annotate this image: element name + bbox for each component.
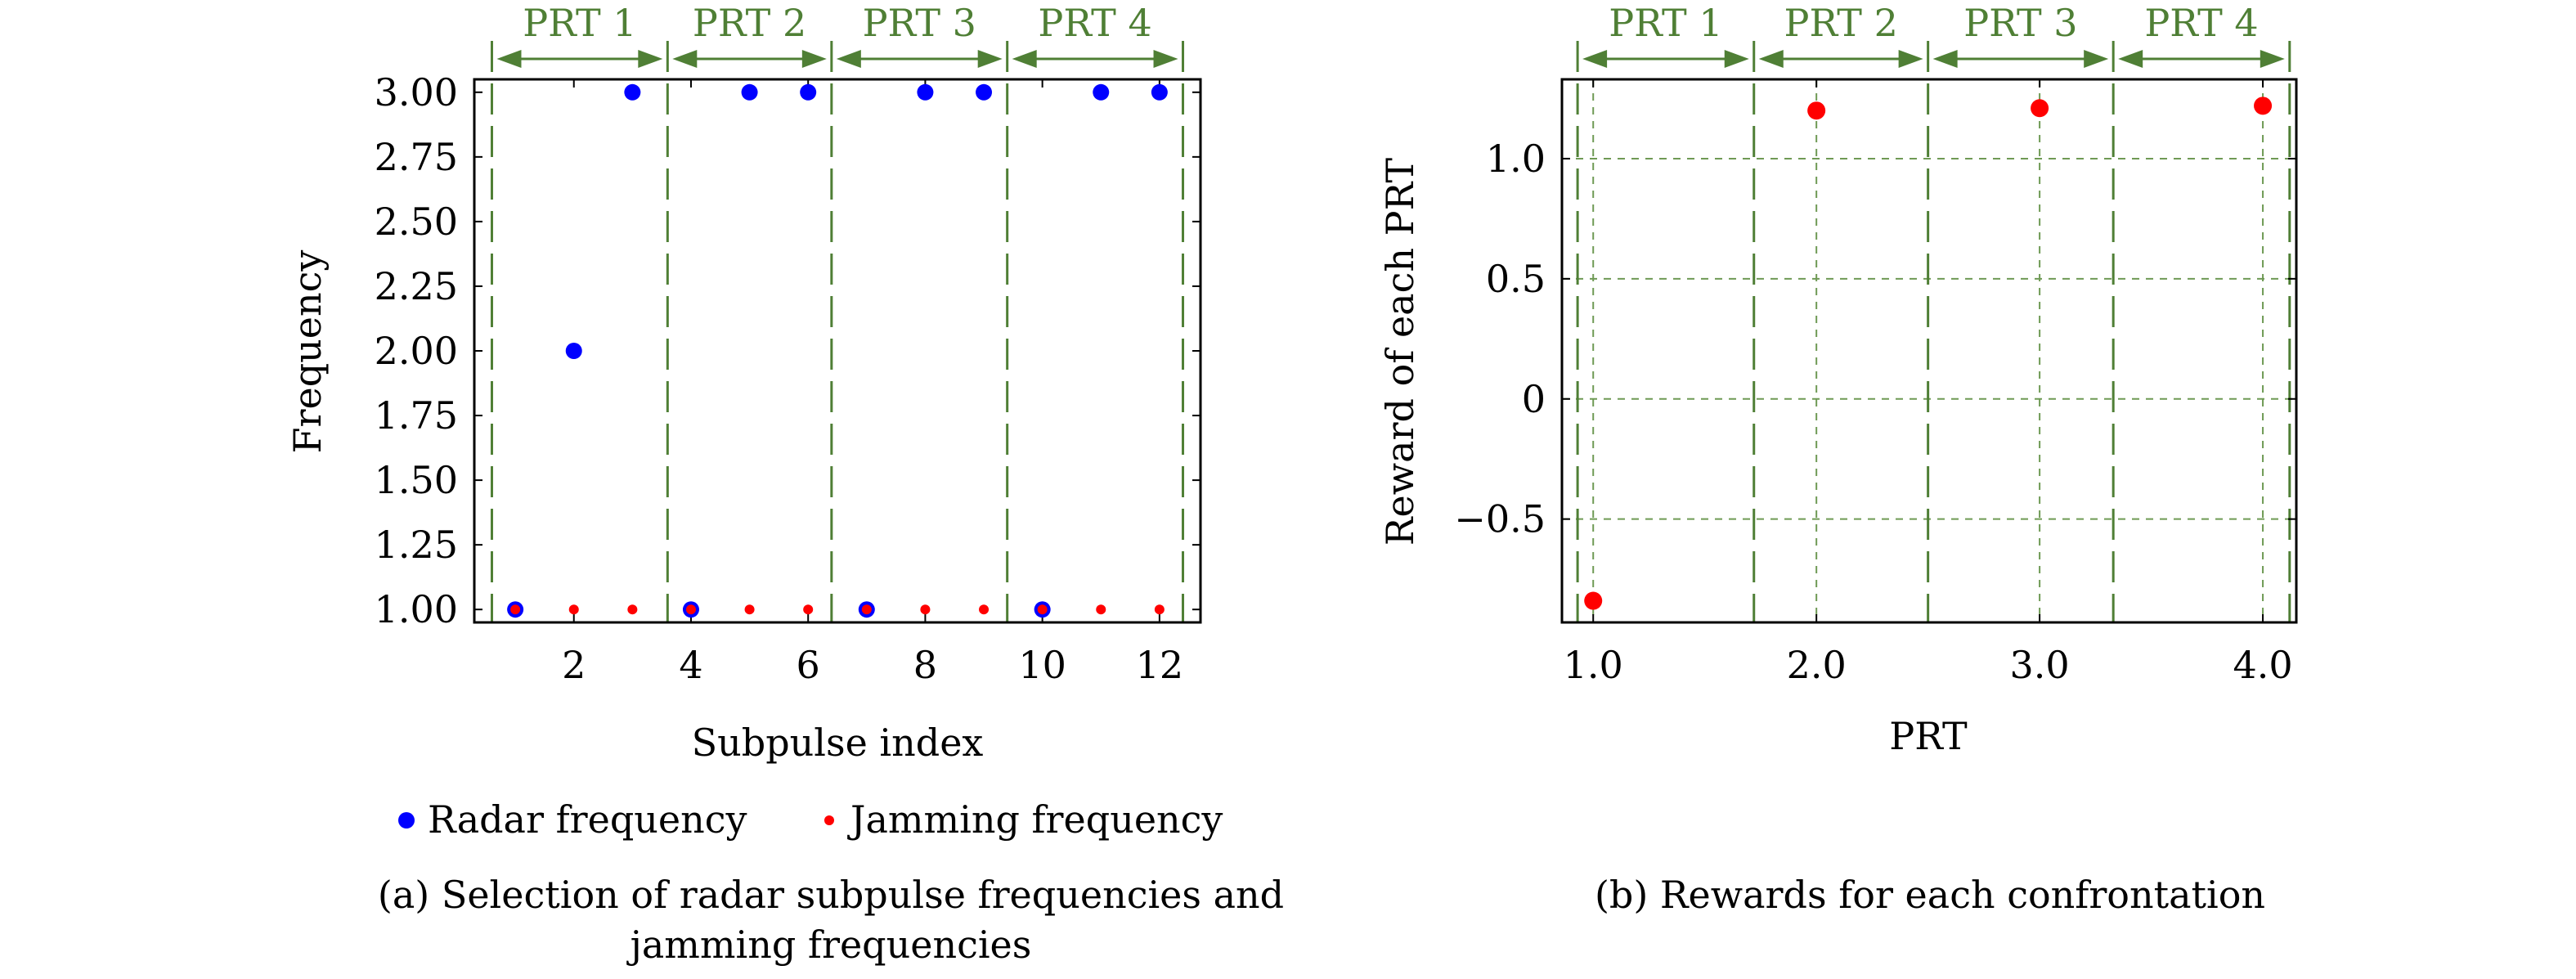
prt-arrowhead-left bbox=[1582, 50, 1608, 68]
prt-arrowhead-right bbox=[1724, 50, 1749, 68]
prt-label: PRT 2 bbox=[1784, 1, 1898, 45]
panel-a-prt-header: PRT 1 PRT 2 PRT 3 PRT 4 bbox=[496, 1, 1178, 68]
prt-arrowhead-left bbox=[1932, 50, 1958, 68]
legend-jamming-label: Jamming frequency bbox=[847, 797, 1223, 842]
panel-b-plot-frame bbox=[1560, 78, 2298, 624]
y-tick-label: 0.5 bbox=[1486, 257, 1546, 301]
panel-b-prt-header: PRT 1 PRT 2 PRT 3 PRT 4 bbox=[1582, 1, 2285, 68]
prt-arrowhead-left bbox=[496, 50, 522, 68]
panel-a-caption-line1: (a) Selection of radar subpulse frequenc… bbox=[378, 873, 1284, 917]
jamming-frequency-point bbox=[803, 604, 814, 615]
y-tick-label: −0.5 bbox=[1454, 497, 1546, 541]
y-tick-label: 1.75 bbox=[375, 393, 458, 438]
panel-a-data-points bbox=[507, 83, 1168, 618]
prt-arrowhead-left bbox=[672, 50, 698, 68]
panel-b-data-points bbox=[1584, 97, 2273, 610]
panel-a-frequency-chart: PRT 1 PRT 2 PRT 3 PRT 4 2 4 6 8 10 12 1.001.251.… bbox=[285, 1, 1284, 967]
prt-arrowhead-right bbox=[2084, 50, 2109, 68]
x-tick-label: 12 bbox=[1136, 643, 1184, 687]
reward-point bbox=[1807, 101, 1826, 120]
prt-label: PRT 1 bbox=[523, 1, 636, 45]
panel-a-x-axis: 2 4 6 8 10 12 bbox=[562, 79, 1183, 687]
panel-a-y-axis: 1.00 1.25 1.50 1.75 2.00 2.25 2.50 2.75 3.00 bbox=[375, 70, 1200, 631]
x-tick-label: 8 bbox=[913, 643, 937, 687]
x-tick-label: 4.0 bbox=[2233, 643, 2292, 687]
x-tick-label: 3.0 bbox=[2010, 643, 2070, 687]
radar-frequency-point bbox=[800, 83, 817, 101]
jamming-frequency-point bbox=[979, 604, 990, 615]
panel-a-legend: Radar frequency Jamming frequency bbox=[398, 797, 1223, 842]
x-tick-label: 4 bbox=[679, 643, 702, 687]
y-tick-label: 2.75 bbox=[375, 135, 458, 179]
prt-arrowhead-right bbox=[801, 50, 827, 68]
y-tick-label: 1.25 bbox=[375, 523, 458, 567]
prt-arrowhead-left bbox=[2118, 50, 2143, 68]
jamming-frequency-point bbox=[685, 604, 696, 615]
jamming-frequency-point bbox=[861, 604, 872, 615]
legend-radar-marker bbox=[398, 812, 415, 829]
panel-b-prt-boundaries bbox=[1576, 41, 2291, 622]
prt-arrowhead-left bbox=[1758, 50, 1784, 68]
x-tick-label: 10 bbox=[1018, 643, 1066, 687]
radar-frequency-point bbox=[565, 343, 582, 359]
panel-a-y-axis-label: Frequency bbox=[285, 250, 330, 454]
reward-point bbox=[2254, 97, 2273, 115]
jamming-frequency-point bbox=[627, 604, 638, 615]
panel-b-caption: (b) Rewards for each confrontation bbox=[1595, 873, 2265, 917]
panel-a-plot-frame bbox=[473, 78, 1202, 624]
jamming-frequency-point bbox=[1154, 604, 1165, 615]
radar-frequency-point bbox=[1151, 83, 1168, 101]
y-tick-label: 1.50 bbox=[375, 458, 458, 502]
x-tick-label: 2.0 bbox=[1787, 643, 1847, 687]
prt-label: PRT 3 bbox=[1963, 1, 2077, 45]
panel-a-prt-boundaries bbox=[490, 41, 1185, 622]
radar-frequency-point bbox=[741, 83, 758, 101]
y-tick-label: 1.00 bbox=[375, 587, 458, 631]
y-tick-label: 2.50 bbox=[375, 200, 458, 244]
prt-arrowhead-right bbox=[977, 50, 1003, 68]
y-tick-label: 0 bbox=[1522, 377, 1546, 421]
jamming-frequency-point bbox=[920, 604, 931, 615]
prt-arrowhead-right bbox=[638, 50, 663, 68]
reward-point bbox=[2031, 99, 2049, 118]
radar-frequency-point bbox=[1093, 83, 1110, 101]
jamming-frequency-point bbox=[744, 604, 755, 615]
prt-label: PRT 2 bbox=[693, 1, 806, 45]
y-tick-label: 3.00 bbox=[375, 70, 458, 115]
prt-label: PRT 4 bbox=[1038, 1, 1151, 45]
radar-frequency-point bbox=[917, 83, 934, 101]
prt-arrowhead-left bbox=[1012, 50, 1037, 68]
prt-label: PRT 4 bbox=[2144, 1, 2258, 45]
legend-jamming-marker bbox=[824, 815, 834, 825]
x-tick-label: 2 bbox=[562, 643, 586, 687]
panel-b-y-axis: −0.5 0 0.5 1.0 bbox=[1454, 137, 2296, 541]
y-tick-label: 1.0 bbox=[1486, 137, 1546, 181]
panel-a-caption-line2: jamming frequencies bbox=[626, 923, 1032, 967]
legend-radar-label: Radar frequency bbox=[428, 797, 747, 842]
radar-frequency-point bbox=[976, 83, 993, 101]
panel-b-x-axis: 1.0 2.0 3.0 4.0 bbox=[1564, 79, 2293, 687]
panel-a-x-axis-label: Subpulse index bbox=[692, 721, 984, 765]
y-tick-label: 2.25 bbox=[375, 264, 458, 308]
panel-b-y-axis-label: Reward of each PRT bbox=[1378, 158, 1422, 546]
y-tick-label: 2.00 bbox=[375, 329, 458, 373]
prt-arrowhead-left bbox=[836, 50, 861, 68]
jamming-frequency-point bbox=[510, 604, 521, 615]
panel-b-x-axis-label: PRT bbox=[1889, 714, 1968, 758]
jamming-frequency-point bbox=[1096, 604, 1106, 615]
panel-b-reward-chart: PRT 1 PRT 2 PRT 3 PRT 4 1.0 2.0 3.0 4.0 −0.5 0 0… bbox=[1378, 1, 2298, 917]
prt-label: PRT 3 bbox=[863, 1, 976, 45]
prt-label: PRT 1 bbox=[1609, 1, 1722, 45]
prt-arrowhead-right bbox=[1153, 50, 1178, 68]
x-tick-label: 1.0 bbox=[1564, 643, 1623, 687]
radar-frequency-point bbox=[624, 83, 641, 101]
prt-arrowhead-right bbox=[2260, 50, 2285, 68]
reward-point bbox=[1584, 591, 1603, 610]
x-tick-label: 6 bbox=[797, 643, 820, 687]
jamming-frequency-point bbox=[1037, 604, 1048, 615]
jamming-frequency-point bbox=[568, 604, 579, 615]
prt-arrowhead-right bbox=[1898, 50, 1923, 68]
